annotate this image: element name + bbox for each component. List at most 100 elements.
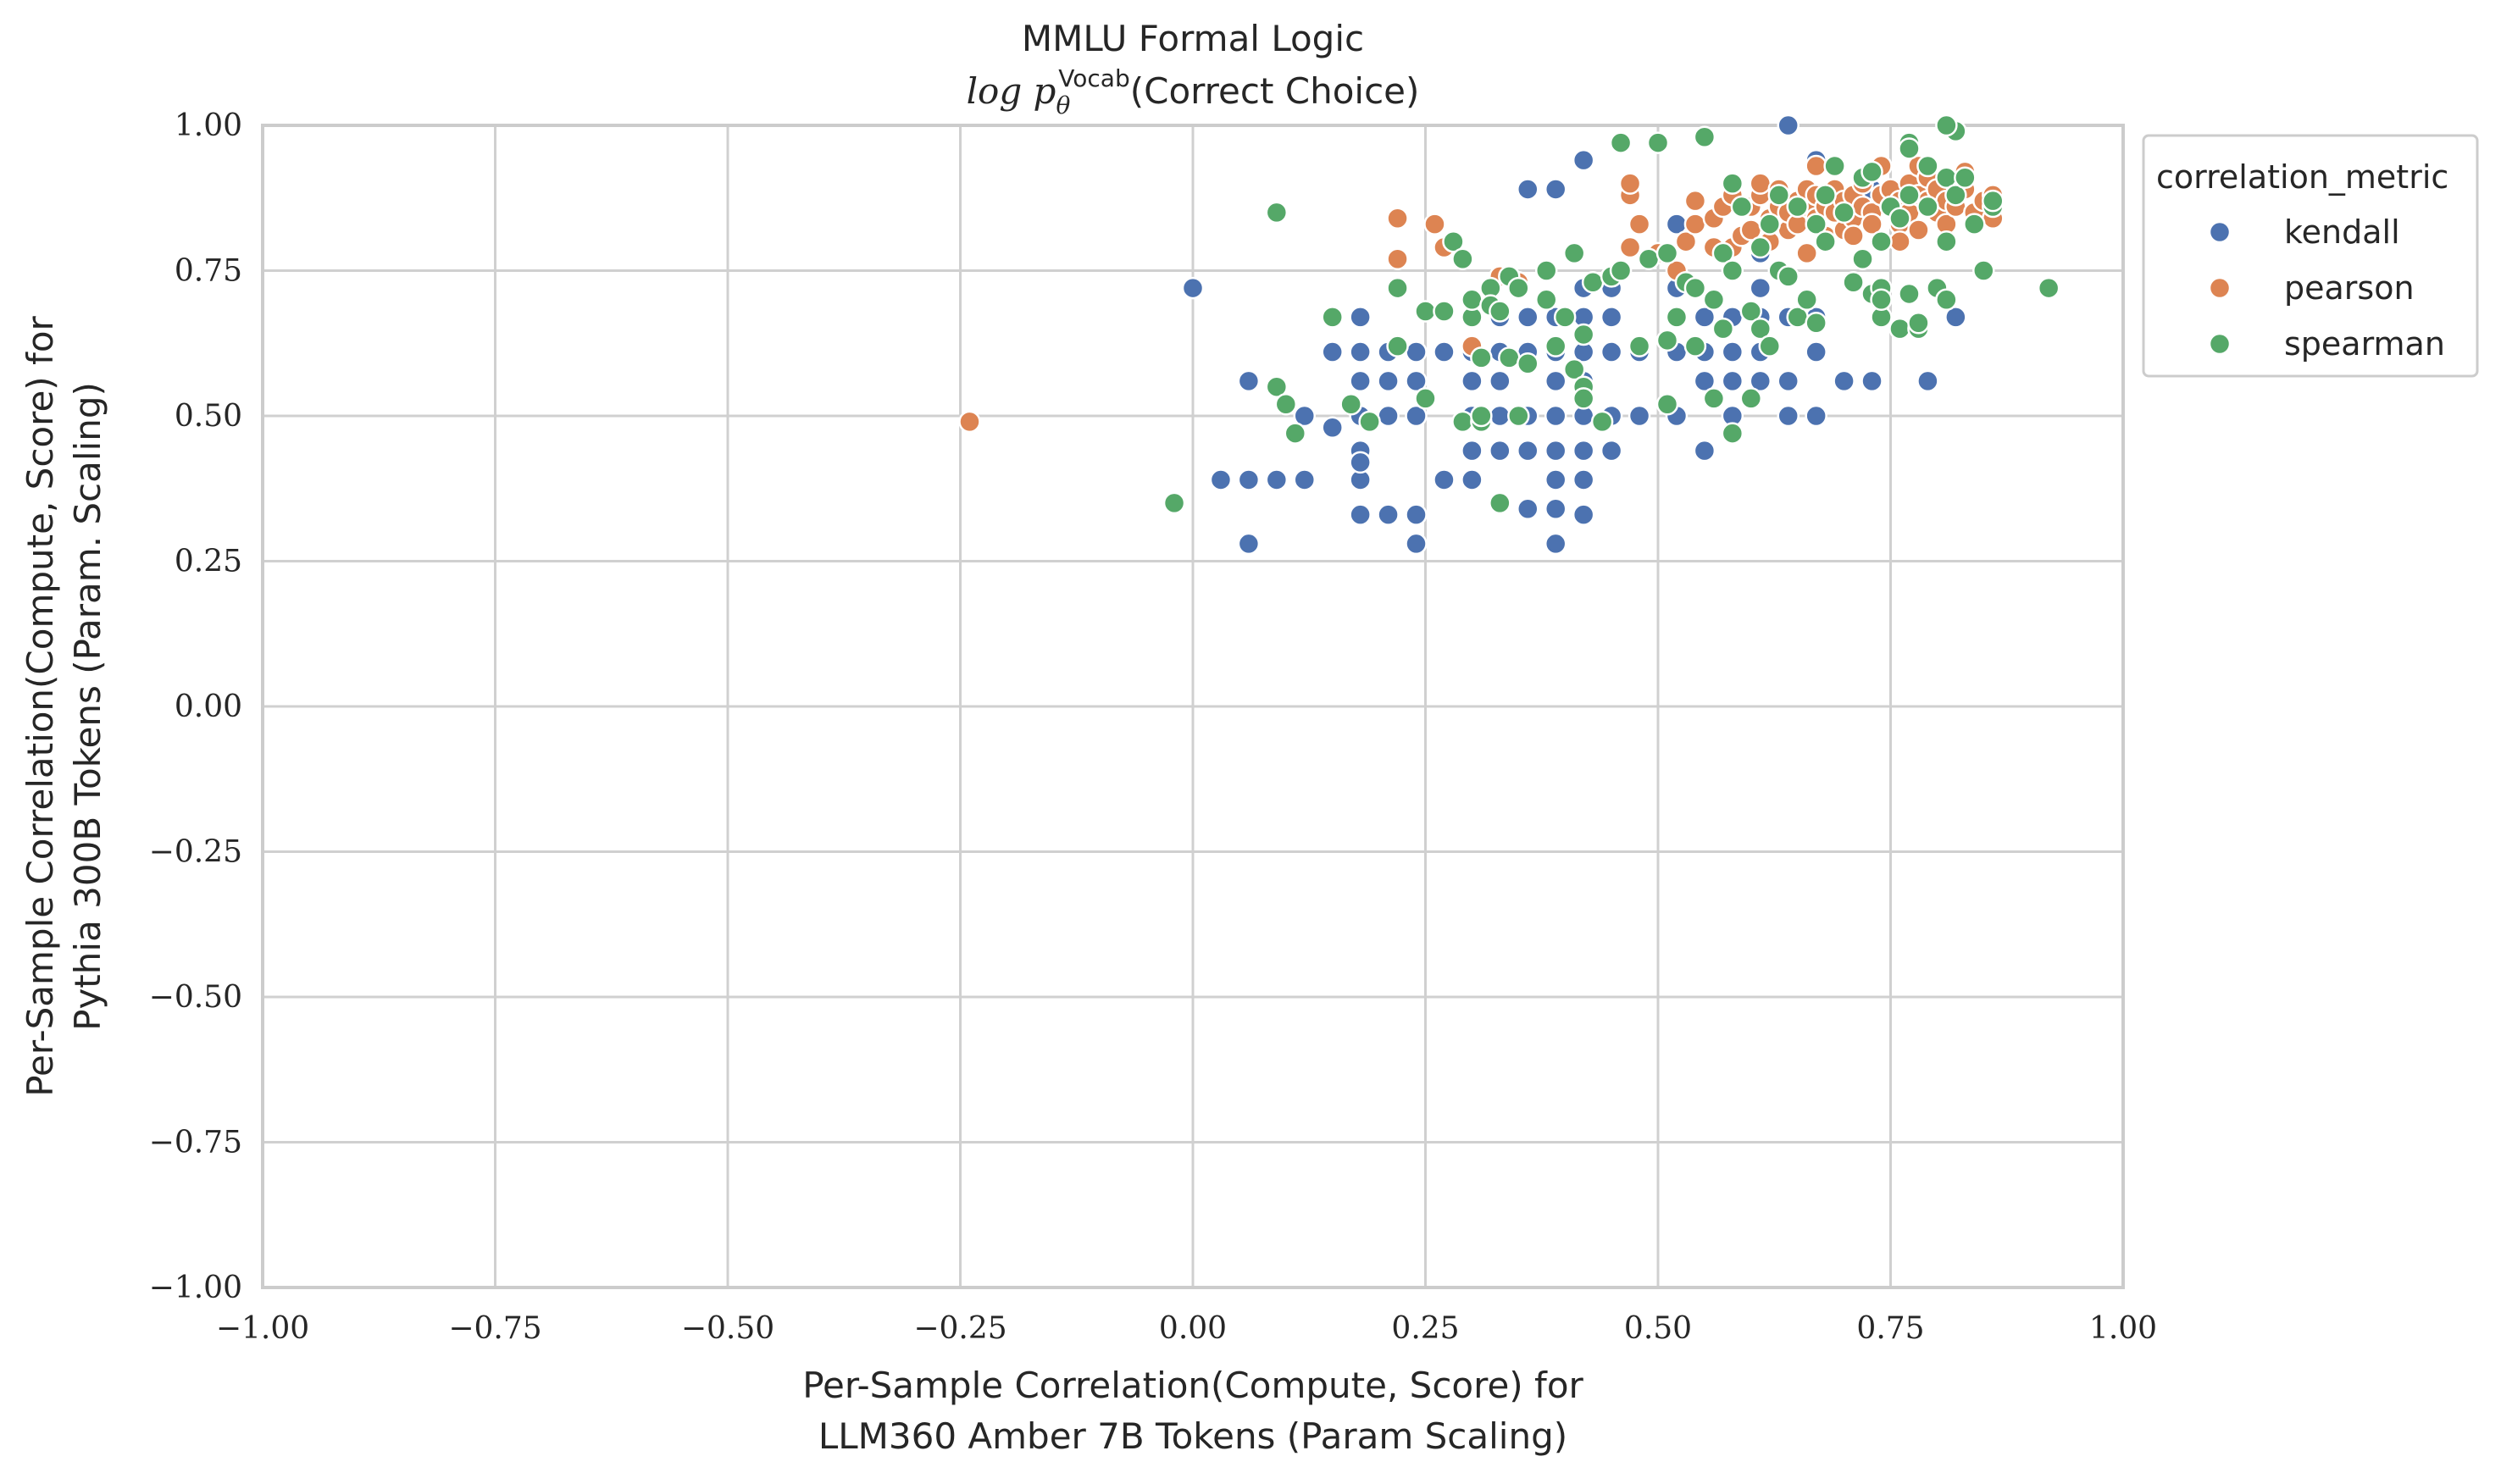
data-point-kendall <box>1572 439 1595 462</box>
data-point-spearman <box>1517 352 1539 375</box>
data-point-kendall <box>1349 306 1372 329</box>
x-tick-label: −0.50 <box>681 1311 774 1346</box>
x-tick-label: 0.25 <box>1391 1311 1459 1346</box>
data-point-kendall <box>1517 439 1539 462</box>
data-point-pearson <box>1805 154 1827 178</box>
data-point-kendall <box>1461 468 1483 491</box>
data-point-spearman <box>1451 247 1474 271</box>
data-point-kendall <box>1544 369 1567 393</box>
data-point-spearman <box>1888 207 1911 230</box>
data-point-kendall <box>1749 369 1772 393</box>
data-point-kendall <box>1572 468 1595 491</box>
chart-title: MMLU Formal Logic <box>1022 18 1364 59</box>
data-point-spearman <box>1534 259 1558 282</box>
data-point-kendall <box>1489 369 1511 393</box>
data-point-pearson <box>958 410 981 434</box>
data-point-kendall <box>1517 497 1539 521</box>
data-point-pearson <box>1888 230 1911 253</box>
data-point-spearman <box>1572 387 1595 410</box>
y-tick-label: 0.25 <box>175 545 242 579</box>
data-point-spearman <box>1693 125 1716 148</box>
data-point-spearman <box>1628 335 1651 357</box>
x-tick-label: 0.75 <box>1856 1311 1924 1346</box>
data-point-spearman <box>1935 288 1958 312</box>
data-point-spearman <box>1711 317 1735 341</box>
data-point-spearman <box>1814 230 1837 253</box>
subtitle-suffix: (Correct Choice) <box>1130 70 1420 112</box>
data-point-kendall <box>1433 468 1456 491</box>
data-point-kendall <box>1405 532 1428 556</box>
data-point-kendall <box>1237 369 1261 393</box>
subtitle-subscript: θ <box>1056 91 1070 119</box>
data-point-spearman <box>1451 410 1474 434</box>
data-point-spearman <box>1805 213 1827 235</box>
data-point-kendall <box>1572 148 1595 172</box>
x-tick-label: 1.00 <box>2089 1311 2157 1346</box>
data-point-kendall <box>1377 369 1400 393</box>
data-point-pearson <box>1749 172 1772 195</box>
data-point-pearson <box>1674 230 1698 253</box>
x-tick-label: −1.00 <box>216 1311 309 1346</box>
data-point-spearman <box>1842 270 1865 294</box>
data-point-spearman <box>1609 131 1633 154</box>
data-point-spearman <box>1339 393 1362 416</box>
data-point-spearman <box>1860 160 1883 184</box>
data-point-spearman <box>1562 241 1586 265</box>
data-point-kendall <box>1749 276 1772 300</box>
data-point-spearman <box>1637 247 1661 271</box>
data-point-spearman <box>1711 241 1735 265</box>
y-tick-label: 0.00 <box>175 689 242 724</box>
data-point-spearman <box>1553 306 1577 329</box>
data-point-spearman <box>1562 357 1586 381</box>
data-point-kendall <box>1600 306 1623 329</box>
data-point-spearman <box>1265 375 1289 398</box>
data-point-kendall <box>1916 369 1939 393</box>
data-point-kendall <box>1544 178 1567 201</box>
data-point-spearman <box>1284 422 1307 445</box>
data-point-spearman <box>1749 317 1772 341</box>
data-point-kendall <box>1489 439 1511 462</box>
x-axis-label-line2: LLM360 Amber 7B Tokens (Param Scaling) <box>818 1415 1567 1457</box>
data-point-kendall <box>1237 468 1261 491</box>
data-point-spearman <box>1544 335 1567 357</box>
data-point-spearman <box>1655 329 1679 352</box>
data-point-spearman <box>1489 300 1511 323</box>
data-point-kendall <box>1833 369 1855 393</box>
data-point-spearman <box>1898 282 1921 306</box>
data-point-kendall <box>1721 369 1744 393</box>
data-point-spearman <box>1888 317 1911 341</box>
legend-marker-kendall <box>2208 220 2232 244</box>
data-points <box>958 114 2060 556</box>
data-point-spearman <box>1498 346 1521 369</box>
x-axis-label-line1: Per-Sample Correlation(Compute, Score) f… <box>802 1365 1583 1406</box>
data-point-kendall <box>1572 503 1595 526</box>
data-point-spearman <box>1972 259 1995 282</box>
data-point-kendall <box>1349 503 1372 526</box>
data-point-kendall <box>1405 341 1428 363</box>
legend-title: correlation_metric <box>2156 158 2448 196</box>
data-point-spearman <box>1963 213 1986 235</box>
data-point-spearman <box>1907 311 1930 335</box>
data-point-spearman <box>1590 410 1614 434</box>
legend-marker-pearson <box>2208 276 2232 300</box>
data-point-spearman <box>1655 241 1679 265</box>
data-point-spearman <box>1609 259 1633 282</box>
data-point-spearman <box>1935 114 1958 137</box>
data-point-spearman <box>1665 306 1689 329</box>
data-point-kendall <box>1693 306 1716 329</box>
data-point-kendall <box>1544 532 1567 556</box>
data-point-spearman <box>1777 265 1800 288</box>
data-point-kendall <box>1544 468 1567 491</box>
data-point-spearman <box>1982 189 2005 213</box>
data-point-spearman <box>1935 230 1958 253</box>
y-axis-label-line2: Pythia 300B Tokens (Param. Scaling) <box>67 382 108 1031</box>
legend-label-pearson: pearson <box>2284 269 2415 307</box>
data-point-spearman <box>1581 270 1605 294</box>
x-tick-label: 0.50 <box>1624 1311 1692 1346</box>
data-point-spearman <box>1461 288 1483 312</box>
y-tick-label: −0.50 <box>149 980 242 1015</box>
data-point-spearman <box>1162 491 1186 515</box>
data-point-kendall <box>1349 451 1372 474</box>
data-point-spearman <box>1954 166 1977 189</box>
y-tick-label: 0.75 <box>175 254 242 289</box>
